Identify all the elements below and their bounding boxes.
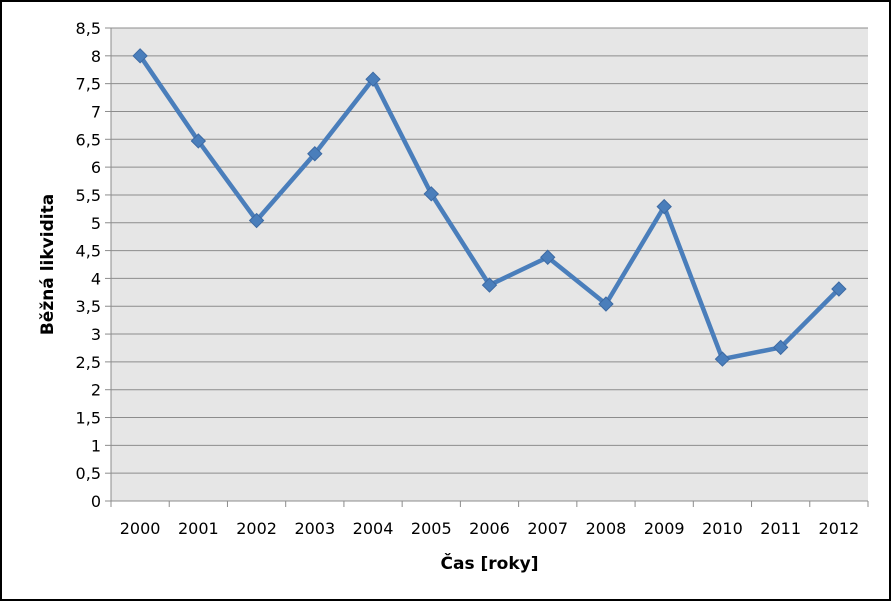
x-tick-label: 2002 [236,519,277,538]
x-axis-title: Čas [roky] [441,552,539,574]
x-tick-label: 2012 [819,519,860,538]
y-tick-label: 0,5 [76,464,101,483]
data-point-marker [598,296,614,312]
y-tick-label: 5,5 [76,186,101,205]
y-tick-label: 8,5 [76,19,101,38]
x-tick-label: 2009 [644,519,685,538]
x-tick-label: 2001 [178,519,219,538]
data-point-marker [248,212,265,229]
y-tick-labels: 0 0,5 1 1,5 2 2,5 3 3,5 4 4,5 5 5,5 6 6,5 7 7,5 8 8,5 [76,19,101,511]
gridlines [105,27,868,502]
plot-area [111,28,868,501]
y-tick-label: 3,5 [76,297,101,316]
data-point-marker [714,351,731,367]
x-tick-label: 2000 [120,519,161,538]
y-tick-label: 6 [91,158,101,177]
y-tick-label: 4 [91,269,101,288]
y-tick-label: 2,5 [76,353,101,372]
x-tick-label: 2003 [294,519,335,538]
data-point-marker [831,281,847,297]
data-point-marker [423,186,439,202]
y-tick-label: 5 [91,214,101,233]
x-tick-label: 2007 [527,519,568,538]
x-tick-label: 2005 [411,519,452,538]
y-tick-label: 2 [91,381,101,400]
data-point-marker [540,249,556,265]
y-tick-label: 4,5 [76,242,101,261]
series [132,48,847,367]
x-tick-label: 2004 [353,519,394,538]
y-tick-label: 6,5 [76,130,101,149]
y-axis-title: Běžná likvidita [38,194,58,335]
data-point-marker [656,198,672,215]
data-point-marker [190,133,207,149]
x-tick-label: 2011 [760,519,801,538]
data-point-marker [772,339,789,356]
x-tick-label: 2006 [469,519,510,538]
data-point-marker [365,71,381,87]
y-tick-label: 8 [91,47,101,66]
y-tick-label: 0 [91,492,101,511]
axes [110,28,869,507]
data-point-marker [481,277,498,293]
y-tick-label: 1,5 [76,409,101,428]
data-point-marker [132,48,148,64]
y-tick-label: 7 [91,102,101,121]
x-tick-labels: 2000 2001 2002 2003 2004 2005 2006 2007 2008 2009… [120,519,859,538]
y-tick-label: 3 [91,325,101,344]
y-tick-label: 1 [91,436,101,455]
x-tick-label: 2010 [702,519,743,538]
x-tick-label: 2008 [586,519,627,538]
data-point-marker [307,146,323,162]
y-tick-label: 7,5 [76,75,101,94]
